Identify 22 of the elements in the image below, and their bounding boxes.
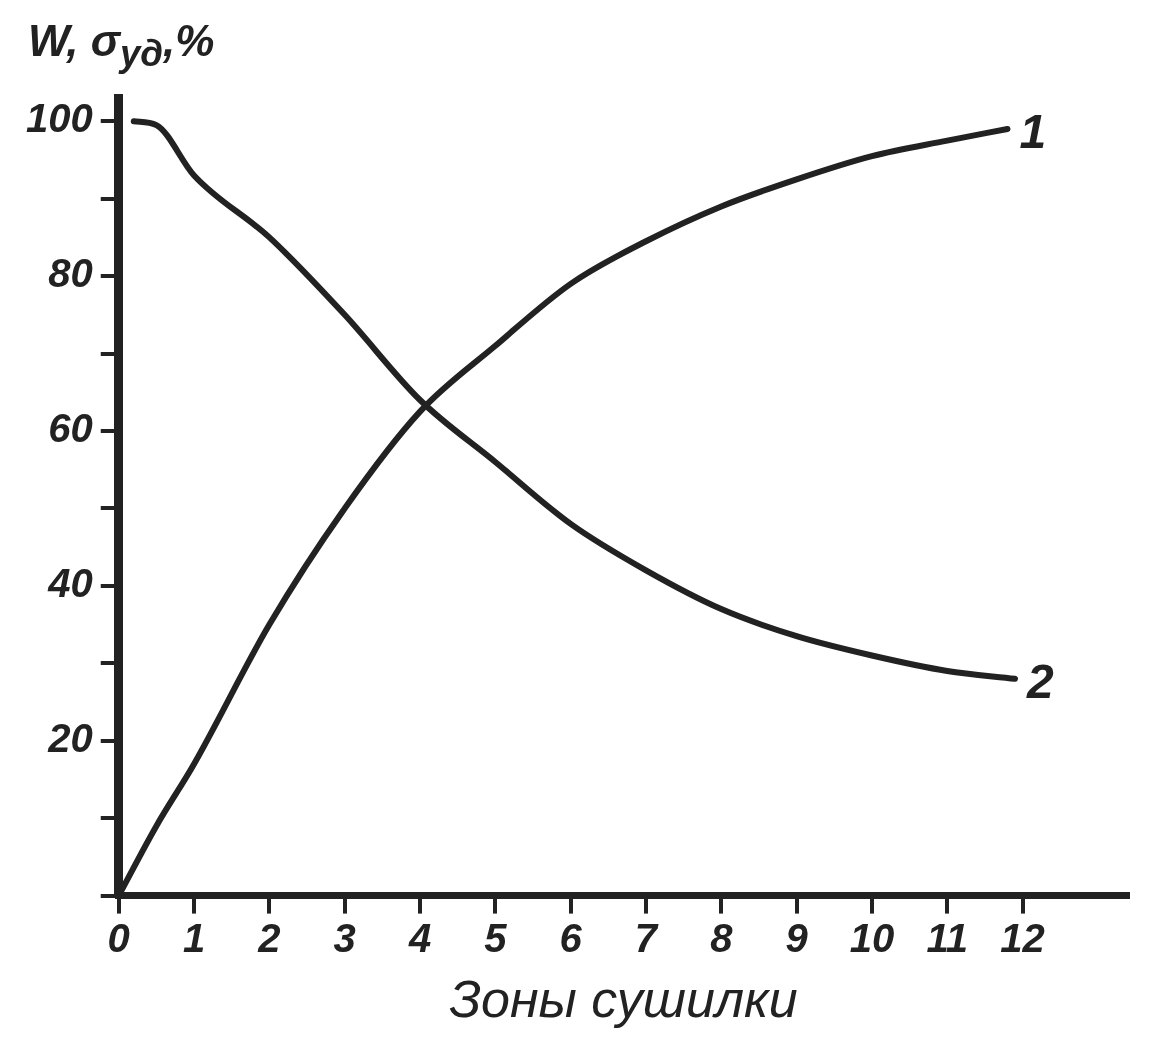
- y-tick-label: 80: [48, 251, 93, 296]
- x-tick-label: 9: [785, 915, 809, 960]
- y-tick-label: 100: [25, 96, 93, 141]
- x-tick-label: 5: [484, 915, 508, 960]
- x-axis-title: Зоны сушилки: [449, 970, 798, 1029]
- x-tick-label: 1: [182, 915, 206, 960]
- y-tick-label: 40: [47, 560, 93, 605]
- series-label: 2: [1026, 655, 1055, 709]
- series-label: 1: [1019, 105, 1047, 159]
- x-tick-label: 2: [257, 915, 281, 960]
- y-axis-title: W, σ$_{уд}$,%: [28, 16, 215, 75]
- x-tick-label: 12: [1000, 915, 1045, 960]
- x-tick-label: 0: [107, 915, 130, 960]
- x-tick-label: 7: [634, 915, 659, 960]
- y-tick-label: 20: [47, 715, 93, 760]
- x-tick-label: 10: [849, 915, 895, 960]
- x-tick-label: 8: [710, 915, 734, 960]
- x-tick-label: 3: [333, 915, 356, 960]
- x-tick-label: 11: [926, 915, 968, 960]
- x-tick-label: 6: [559, 915, 583, 960]
- x-tick-label: 4: [407, 915, 432, 960]
- y-tick-label: 60: [48, 406, 93, 451]
